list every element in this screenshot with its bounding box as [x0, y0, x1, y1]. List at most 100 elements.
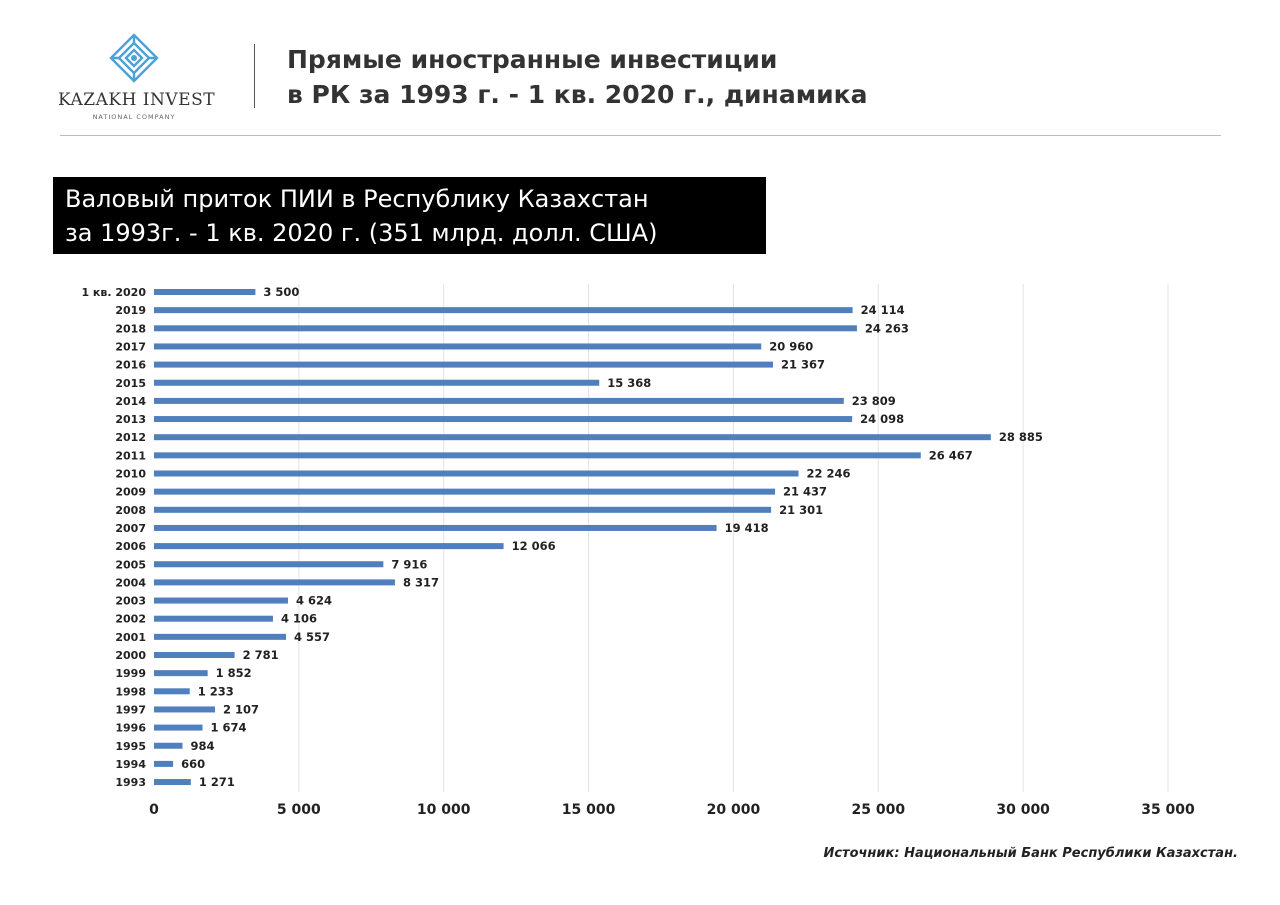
category-label: 2010 — [115, 468, 146, 481]
category-label: 2008 — [115, 504, 146, 517]
bar — [154, 379, 600, 386]
source-note: Источник: Национальный Банк Республики К… — [823, 846, 1238, 861]
data-label: 24 098 — [860, 412, 904, 426]
bar — [154, 289, 256, 295]
bar — [154, 452, 921, 459]
kazakh-ornament-icon — [109, 33, 159, 83]
data-label: 8 317 — [403, 575, 439, 589]
category-label: 2015 — [115, 377, 146, 390]
bar — [154, 307, 853, 314]
category-label: 1995 — [115, 740, 146, 753]
data-label: 984 — [191, 739, 215, 753]
bar — [154, 688, 190, 695]
bar — [154, 488, 776, 495]
category-label: 1994 — [115, 758, 146, 771]
category-label: 2016 — [115, 359, 146, 372]
data-label: 20 960 — [769, 339, 813, 353]
data-label: 2 781 — [243, 648, 279, 662]
x-tick-label: 15 000 — [562, 802, 616, 818]
bar — [154, 760, 174, 767]
bar — [154, 325, 857, 332]
category-label: 2017 — [115, 340, 146, 353]
category-label: 2000 — [115, 649, 146, 662]
category-label: 1996 — [115, 722, 146, 735]
bar — [154, 434, 991, 441]
header-divider — [254, 44, 255, 108]
bar — [154, 361, 774, 368]
bar — [154, 633, 287, 640]
x-tick-label: 25 000 — [851, 802, 905, 818]
data-label: 24 263 — [865, 321, 909, 335]
category-label: 2019 — [115, 304, 146, 317]
x-tick-label: 5 000 — [277, 802, 321, 818]
bar — [154, 561, 384, 568]
page-title: Прямые иностранные инвестиции в РК за 19… — [287, 42, 927, 112]
x-tick-label: 35 000 — [1141, 802, 1195, 818]
data-label: 21 437 — [783, 485, 827, 499]
category-label: 2006 — [115, 540, 146, 553]
category-label: 2003 — [115, 595, 146, 608]
data-label: 4 624 — [296, 594, 332, 608]
category-label: 1993 — [115, 776, 146, 789]
category-label: 2012 — [115, 431, 146, 444]
bar — [154, 724, 203, 731]
category-label: 1999 — [115, 667, 146, 680]
data-label: 21 367 — [781, 358, 825, 372]
data-label: 12 066 — [512, 539, 556, 553]
data-label: 660 — [181, 757, 205, 771]
data-label: 2 107 — [223, 702, 259, 716]
bar — [154, 597, 288, 604]
bar — [154, 543, 504, 550]
x-tick-label: 30 000 — [996, 802, 1050, 818]
page-title-line2: в РК за 1993 г. - 1 кв. 2020 г., динамик… — [287, 80, 868, 109]
chart-heading: Валовый приток ПИИ в Республику Казахста… — [53, 177, 766, 254]
bar — [154, 779, 191, 786]
data-label: 24 114 — [861, 303, 905, 317]
category-label: 2005 — [115, 558, 146, 571]
data-label: 1 674 — [210, 721, 246, 735]
bar — [154, 524, 717, 531]
data-label: 4 557 — [294, 630, 330, 644]
bar — [154, 652, 235, 658]
x-tick-label: 0 — [149, 802, 159, 818]
data-label: 26 467 — [929, 448, 973, 462]
company-logo: KAZAKH INVEST NATIONAL COMPANY — [58, 32, 216, 121]
bar — [154, 343, 762, 350]
logo-name: KAZAKH INVEST — [58, 90, 216, 110]
x-tick-label: 10 000 — [417, 802, 471, 818]
category-label: 2007 — [115, 522, 146, 535]
bar — [154, 706, 216, 713]
chart-heading-line1: Валовый приток ПИИ в Республику Казахста… — [65, 185, 649, 213]
data-label: 19 418 — [725, 521, 769, 535]
bar — [154, 397, 844, 404]
page-title-line1: Прямые иностранные инвестиции — [287, 45, 778, 74]
data-label: 22 246 — [806, 467, 850, 481]
category-label: 1998 — [115, 685, 146, 698]
category-label: 1997 — [115, 703, 146, 716]
category-label: 1 кв. 2020 — [81, 286, 146, 299]
chart-heading-line2: за 1993г. - 1 кв. 2020 г. (351 млрд. дол… — [65, 219, 658, 247]
data-label: 3 500 — [263, 285, 299, 299]
bar — [154, 416, 853, 423]
header-rule — [60, 135, 1221, 136]
category-label: 2014 — [115, 395, 146, 408]
data-label: 1 271 — [199, 775, 235, 789]
data-label: 15 368 — [607, 376, 651, 390]
data-label: 23 809 — [852, 394, 896, 408]
data-label: 28 885 — [999, 430, 1043, 444]
bar — [154, 506, 772, 513]
data-label: 4 106 — [281, 612, 317, 626]
bar — [154, 742, 183, 749]
data-label: 7 916 — [391, 557, 427, 571]
data-label: 21 301 — [779, 503, 823, 517]
category-label: 2002 — [115, 613, 146, 626]
data-label: 1 852 — [216, 666, 252, 680]
category-label: 2011 — [115, 449, 146, 462]
bar — [154, 670, 208, 677]
data-label: 1 233 — [198, 684, 234, 698]
category-label: 2013 — [115, 413, 146, 426]
category-label: 2001 — [115, 631, 146, 644]
category-label: 2018 — [115, 322, 146, 335]
bar — [154, 470, 799, 477]
